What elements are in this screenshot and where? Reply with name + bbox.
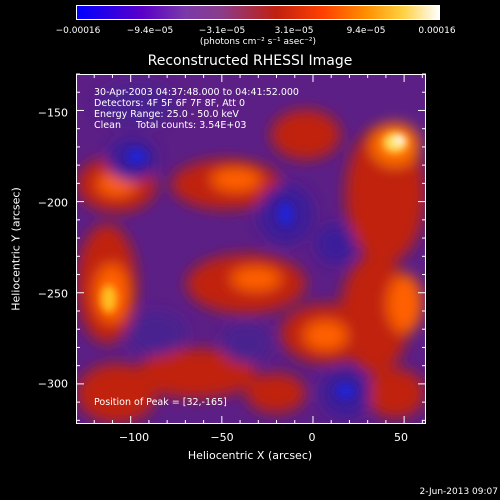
y-tick-label: −150 bbox=[37, 106, 68, 120]
colorbar-tick: −3.1e−05 bbox=[198, 26, 246, 36]
footer-date: 2-Jun-2013 09:07 bbox=[419, 487, 499, 497]
annotation-energy: Energy Range: 25.0 - 50.0 keV bbox=[94, 109, 239, 120]
heatmap-image bbox=[77, 82, 425, 423]
emission-field bbox=[77, 82, 425, 423]
annotation-peak: Position of Peak = [32,-165] bbox=[94, 397, 227, 408]
chart-title: Reconstructed RHESSI Image bbox=[147, 53, 353, 69]
annotation-time-range: 30-Apr-2003 04:37:48.000 to 04:41:52.000 bbox=[94, 87, 299, 98]
emission-highlights bbox=[100, 132, 408, 400]
x-axis-label: Heliocentric X (arcsec) bbox=[187, 449, 313, 462]
colorbar-tick: 3.1e−05 bbox=[274, 26, 314, 36]
y-axis-label: Heliocentric Y (arcsec) bbox=[9, 187, 23, 311]
annotation-detectors: Detectors: 4F 5F 6F 7F 8F, Att 0 bbox=[94, 98, 246, 109]
colorbar-tick: −9.4e−05 bbox=[126, 26, 174, 36]
y-tick-label: −200 bbox=[37, 196, 68, 210]
y-tick-label: −250 bbox=[37, 287, 68, 301]
colorbar-tick: 0.00016 bbox=[418, 26, 456, 36]
x-tick-label: −50 bbox=[210, 431, 234, 444]
x-tick-label: 50 bbox=[394, 431, 408, 444]
colorbar bbox=[76, 5, 440, 20]
x-tick-label: 0 bbox=[308, 431, 316, 444]
colorbar-tick: −0.00016 bbox=[55, 26, 101, 36]
plot-area: 30-Apr-2003 04:37:48.000 to 04:41:52.000… bbox=[76, 74, 426, 424]
colorbar-tick: 9.4e−05 bbox=[346, 26, 386, 36]
colorbar-unit: (photons cm⁻² s⁻¹ asec⁻²) bbox=[199, 37, 317, 47]
annotation-method: Clean Total counts: 3.54E+03 bbox=[94, 120, 247, 131]
y-tick-label: −300 bbox=[37, 377, 68, 391]
x-tick-label: −100 bbox=[118, 431, 150, 444]
